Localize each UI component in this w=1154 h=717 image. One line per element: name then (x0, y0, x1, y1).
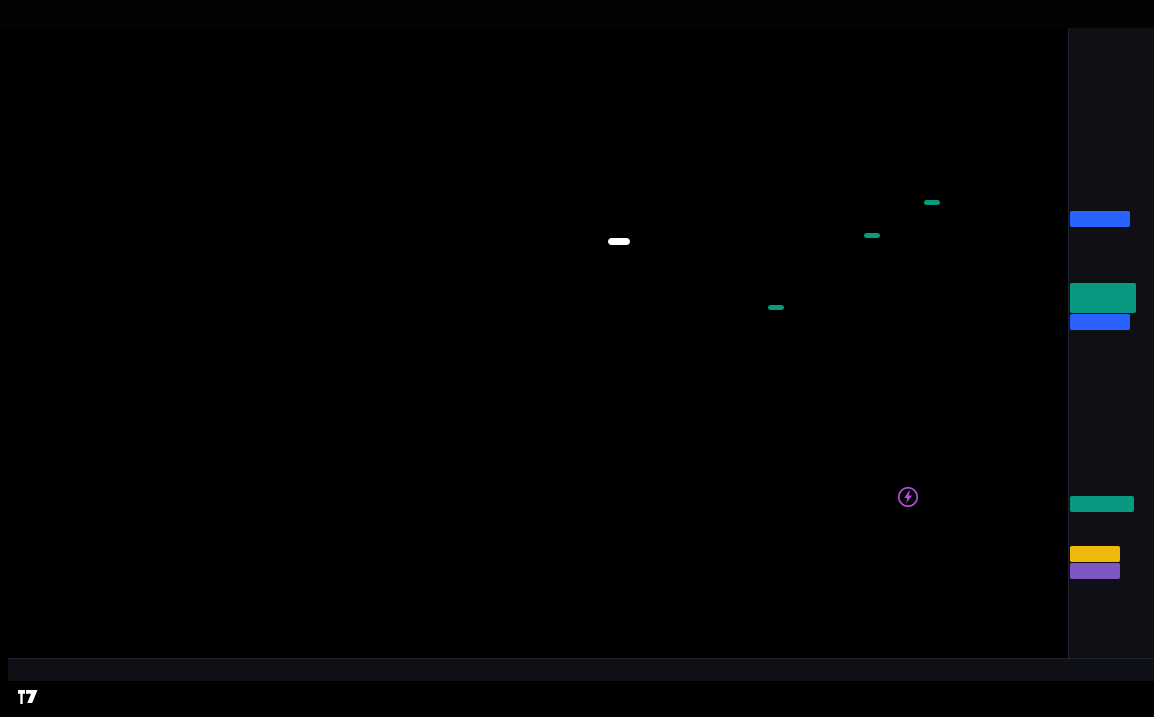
watermark-bar (0, 0, 1154, 28)
head-label[interactable] (864, 233, 880, 238)
footer (0, 681, 1154, 717)
candlestick-chart[interactable] (8, 28, 1068, 658)
boost-lightning-button[interactable] (897, 486, 919, 508)
time-axis[interactable] (8, 658, 1154, 681)
price-axis[interactable] (1068, 28, 1154, 658)
lightning-icon (898, 487, 918, 507)
right-shoulder-label[interactable] (924, 200, 940, 205)
tradingview-brand[interactable] (18, 690, 46, 705)
left-shoulder-label[interactable] (768, 305, 784, 310)
tradingview-logo-icon (18, 690, 38, 704)
demand-zone-callout[interactable] (608, 238, 630, 245)
